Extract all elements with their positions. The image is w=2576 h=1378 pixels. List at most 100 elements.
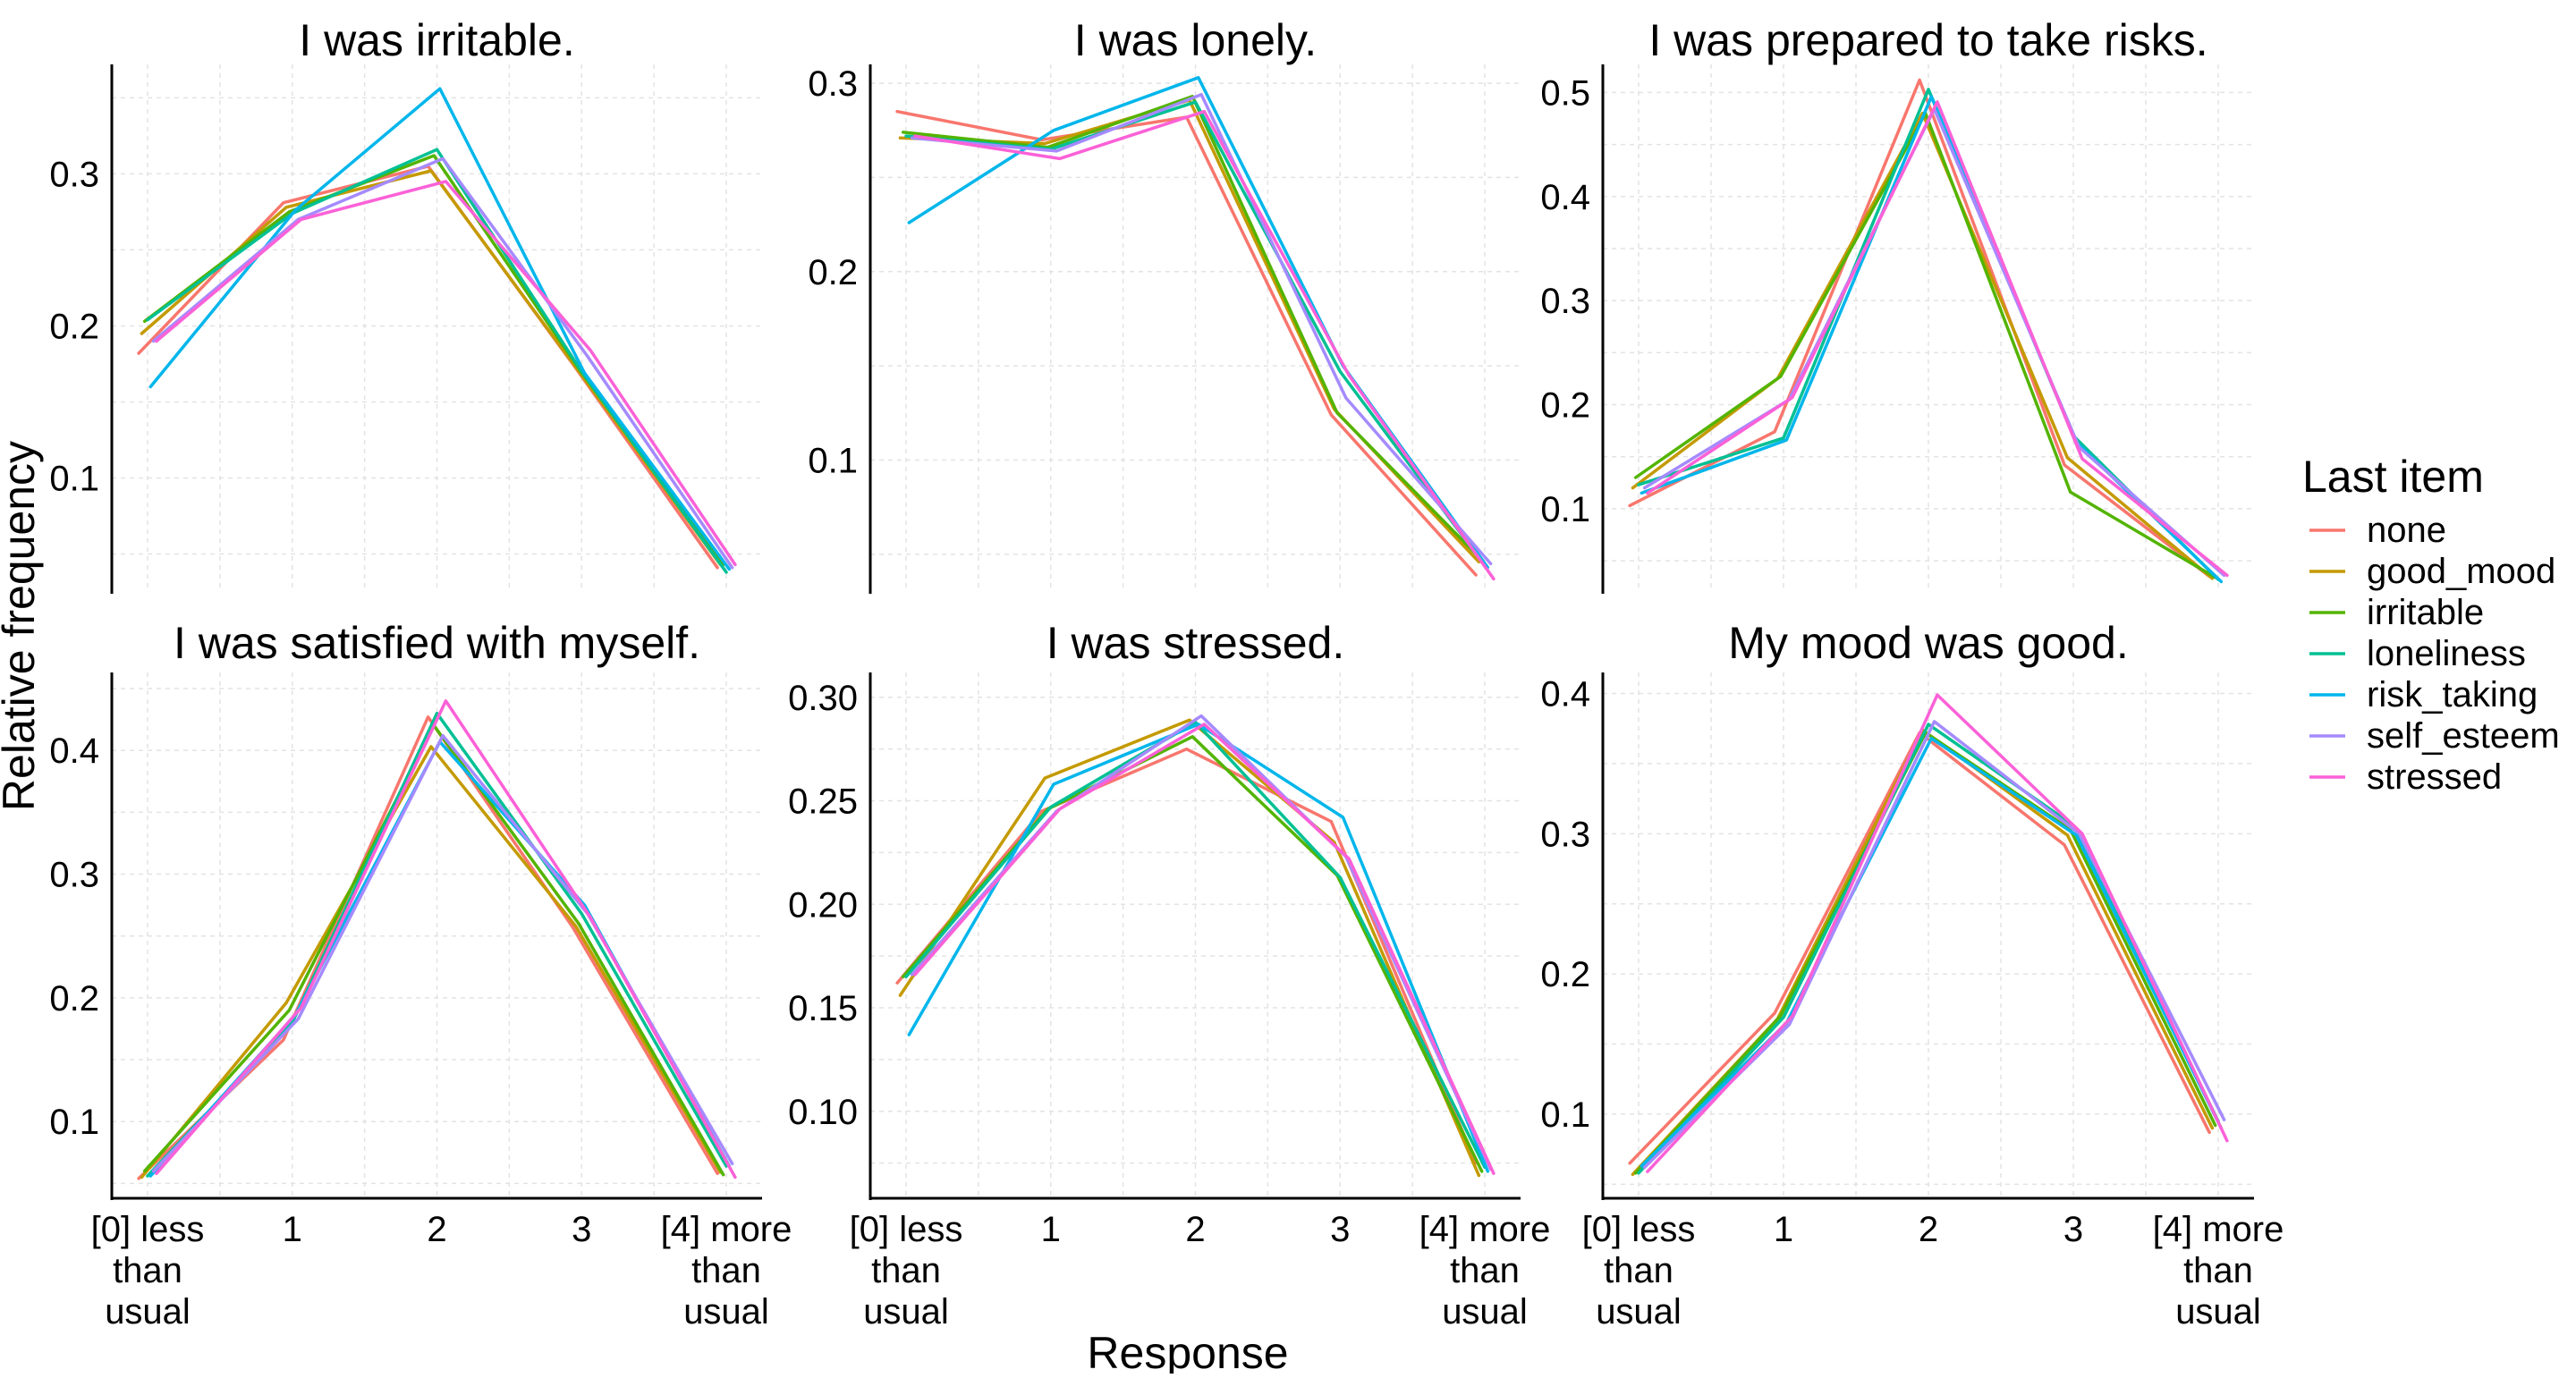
legend-item: stressed	[2309, 757, 2502, 797]
y-tick-label: 0.2	[49, 307, 99, 346]
legend-label: stressed	[2367, 757, 2502, 797]
x-tick-label: [4] more than usual	[661, 1210, 792, 1332]
x-tick-label: 1	[1774, 1210, 1793, 1249]
legend: Last item nonegood_moodirritableloneline…	[2302, 452, 2560, 797]
panels-layer: I was irritable. 0.1 0.2 0.3 I was lonely. 0.…	[49, 15, 2284, 1332]
y-tick-label: 0.1	[49, 1103, 99, 1142]
y-tick-label: 0.2	[808, 253, 858, 292]
x-tick-label: 1	[283, 1210, 302, 1249]
panel: I was prepared to take risks. 0.1 0.2 0.3 0.…	[1540, 15, 2254, 594]
legend-item: loneliness	[2309, 634, 2526, 673]
series-line-self-esteem	[1642, 720, 2226, 1170]
y-tick-label: 0.1	[49, 459, 99, 498]
x-tick-label: [0] less than usual	[91, 1210, 205, 1332]
series-line-self-esteem	[151, 156, 734, 570]
series-line-good-mood	[140, 745, 723, 1179]
series-line-risk-taking	[148, 87, 732, 571]
series-line-stressed	[913, 109, 1496, 581]
panel: My mood was good. 0.1 0.2 0.3 0.4 [0] less tha…	[1540, 618, 2284, 1332]
x-tick-label: 2	[1185, 1210, 1205, 1249]
panel: I was lonely. 0.1 0.2 0.3	[808, 15, 1521, 594]
panel: I was satisfied with myself. 0.1 0.2 0.3 0.4…	[49, 618, 792, 1332]
y-tick-label: 0.4	[1540, 675, 1590, 714]
y-tick-label: 0.4	[1540, 178, 1590, 217]
x-tick-label: 2	[427, 1210, 446, 1249]
legend-item: risk_taking	[2309, 675, 2538, 714]
x-tick-label: 1	[1041, 1210, 1061, 1249]
x-tick-label: 2	[1919, 1210, 1938, 1249]
y-tick-label: 0.2	[1540, 386, 1590, 426]
series-line-stressed	[913, 723, 1496, 1175]
panel: I was irritable. 0.1 0.2 0.3	[49, 15, 762, 594]
y-tick-label: 0.3	[1540, 815, 1590, 854]
y-tick-label: 0.3	[49, 856, 99, 895]
series-line-good-mood	[898, 98, 1481, 564]
series-line-self-esteem	[151, 733, 734, 1173]
y-tick-label: 0.25	[788, 782, 858, 822]
panel-title: I was stressed.	[1046, 618, 1344, 668]
x-tick-label: [0] less than usual	[850, 1210, 963, 1332]
legend-label: good_mood	[2367, 552, 2555, 591]
series-line-irritable	[901, 735, 1484, 1173]
y-tick-label: 0.4	[49, 731, 99, 771]
x-tick-label: [4] more than usual	[2153, 1210, 2284, 1332]
x-tick-label: 3	[572, 1210, 591, 1249]
legend-label: risk_taking	[2367, 675, 2538, 714]
series-line-self-esteem	[910, 92, 1493, 566]
series-line-good-mood	[140, 169, 723, 567]
legend-item: good_mood	[2309, 552, 2555, 591]
grid	[112, 64, 762, 592]
series-line-good-mood	[1631, 111, 2215, 580]
y-tick-label: 0.15	[788, 989, 858, 1028]
series-line-none	[137, 715, 719, 1180]
series-line-stressed	[1646, 100, 2229, 578]
y-tick-label: 0.20	[788, 885, 858, 925]
legend-title: Last item	[2302, 452, 2484, 502]
panel-title: I was prepared to take risks.	[1648, 15, 2207, 65]
series-line-risk-taking	[907, 723, 1490, 1173]
y-tick-label: 0.3	[49, 155, 99, 194]
series-line-loneliness	[146, 148, 728, 574]
series-line-none	[895, 747, 1478, 1165]
series-line-self-esteem	[910, 714, 1493, 1171]
series-line-risk-taking	[1640, 736, 2224, 1168]
y-tick-label: 0.1	[1540, 1095, 1590, 1135]
x-tick-label: [0] less than usual	[1582, 1210, 1696, 1332]
y-tick-label: 0.1	[808, 442, 858, 481]
legend-label: irritable	[2367, 593, 2484, 632]
grid	[1603, 672, 2254, 1198]
y-tick-label: 0.2	[49, 979, 99, 1019]
series-line-none	[895, 109, 1478, 577]
y-tick-label: 0.2	[1540, 955, 1590, 994]
legend-label: none	[2367, 511, 2446, 550]
panel-title: I was irritable.	[299, 15, 574, 65]
grid	[1603, 64, 2254, 592]
series-line-irritable	[142, 723, 725, 1177]
legend-label: self_esteem	[2367, 716, 2560, 756]
y-tick-label: 0.3	[1540, 282, 1590, 321]
series-line-irritable	[901, 95, 1484, 562]
grid	[112, 672, 762, 1198]
series-line-good-mood	[1631, 728, 2215, 1177]
y-tick-label: 0.1	[1540, 490, 1590, 529]
y-tick-label: 0.10	[788, 1093, 858, 1132]
series-line-irritable	[1633, 731, 2217, 1175]
x-tick-label: [4] more than usual	[1419, 1210, 1551, 1332]
series-line-risk-taking	[148, 740, 732, 1178]
series-line-none	[137, 165, 719, 570]
series-line-stressed	[155, 699, 737, 1179]
legend-item: self_esteem	[2309, 716, 2560, 756]
x-axis-title: Response	[1087, 1328, 1288, 1374]
grid	[870, 672, 1521, 1198]
series-line-self-esteem	[1642, 107, 2226, 578]
y-tick-label: 0.30	[788, 679, 858, 718]
series-line-stressed	[155, 180, 737, 567]
legend-item: none	[2309, 511, 2446, 550]
series-line-irritable	[142, 154, 725, 567]
x-tick-label: 3	[2063, 1210, 2083, 1249]
legend-items: nonegood_moodirritablelonelinessrisk_tak…	[2309, 511, 2560, 797]
legend-label: loneliness	[2367, 634, 2526, 673]
y-axis-title: Relative frequency	[0, 441, 44, 811]
